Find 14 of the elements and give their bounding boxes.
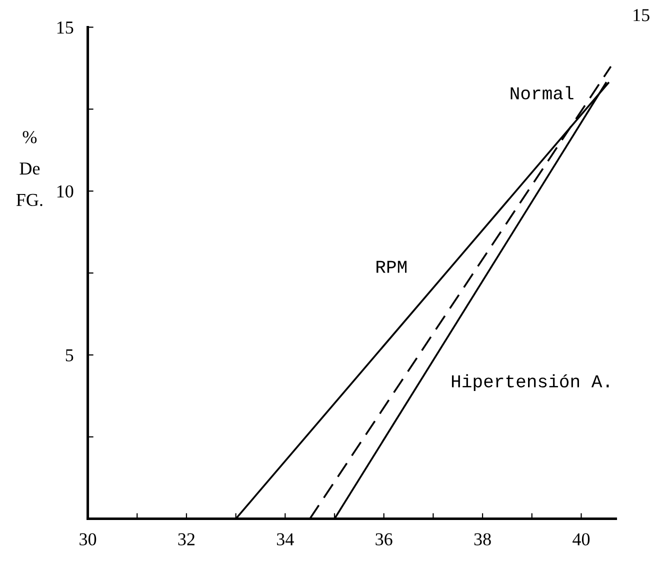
x-tick-label: 36 — [376, 533, 392, 546]
y-tick-label: 15 — [57, 22, 74, 34]
y-tick-label: 5 — [66, 349, 74, 362]
text: 15 — [634, 9, 650, 22]
y-tick-label: 10 — [57, 185, 74, 198]
x-tick-label: 32 — [178, 533, 195, 546]
x-tick-label: 40 — [572, 533, 590, 546]
x-tick-label: 30 — [80, 533, 96, 546]
x-tick-label: 34 — [277, 533, 294, 546]
x-tick-label: 38 — [474, 533, 491, 546]
annotation: RPM — [376, 260, 406, 273]
annotation: Hipertensión A. — [452, 374, 609, 392]
y-axis-title: % De FG. — [16, 131, 42, 206]
annotation: Normal — [510, 86, 574, 100]
